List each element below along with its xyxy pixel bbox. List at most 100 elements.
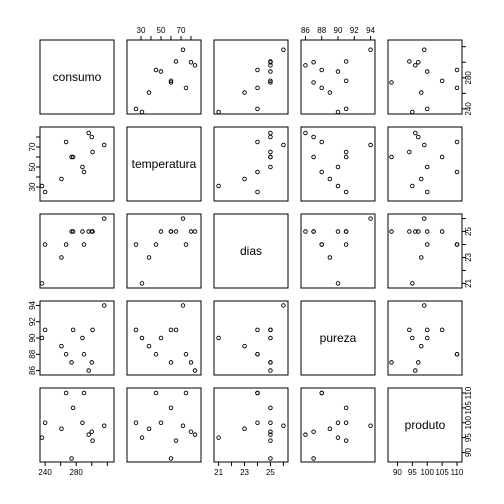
tick-label-right-produto-95: 95 (464, 433, 473, 442)
point-produto-vs-consumo-2 (39, 435, 45, 440)
tick-label-right-produto-90: 90 (464, 448, 473, 457)
tick-label-right-consumo-280: 280 (464, 71, 473, 85)
point-consumo-vs-dias-12 (242, 90, 247, 95)
point-consumo-vs-pureza-11 (335, 69, 341, 74)
point-dias-vs-consumo-12 (59, 255, 64, 260)
point-temperatura-vs-consumo-6 (101, 142, 107, 148)
tick-label-left-pureza-92: 92 (28, 317, 37, 326)
point-produto-vs-dias-5 (268, 438, 273, 443)
point-dias-vs-produto-11 (424, 229, 430, 234)
point-dias-vs-produto-5 (407, 229, 412, 234)
point-pureza-vs-dias-6 (281, 303, 286, 308)
point-pureza-vs-consumo-9 (63, 352, 69, 357)
point-produto-vs-consumo-8 (86, 432, 91, 437)
point-dias-vs-pureza-6 (368, 216, 373, 221)
point-produto-vs-dias-11 (268, 420, 273, 426)
tick-label-top-pureza-88: 88 (317, 26, 326, 35)
point-temperatura-vs-produto-1 (424, 189, 430, 195)
point-consumo-vs-dias-10 (268, 78, 273, 84)
point-produto-vs-temperatura-3 (153, 390, 159, 396)
point-dias-vs-produto-7 (416, 229, 421, 234)
point-pureza-vs-consumo-10 (70, 327, 76, 333)
point-pureza-vs-consumo-3 (81, 352, 87, 357)
panel-dias-vs-produto (387, 213, 463, 289)
point-produto-vs-dias-4 (268, 456, 273, 461)
tick-label-right-dias-23: 23 (464, 252, 473, 261)
point-dias-vs-temperatura-5 (173, 229, 179, 234)
point-temperatura-vs-consumo-9 (63, 139, 69, 145)
point-dias-vs-produto-2 (410, 281, 415, 286)
tick-label-bottom-produto-90: 90 (393, 468, 402, 477)
point-pureza-vs-temperatura-2 (139, 335, 145, 341)
point-consumo-vs-produto-1 (424, 106, 430, 112)
point-dias-vs-pureza-12 (327, 255, 333, 260)
point-consumo-vs-pureza-3 (319, 67, 324, 73)
point-pureza-vs-temperatura-12 (146, 343, 152, 349)
point-produto-vs-pureza-1 (343, 420, 349, 426)
point-consumo-vs-dias-8 (268, 63, 273, 68)
point-dias-vs-pureza-7 (311, 229, 316, 234)
variable-label-dias: dias (240, 244, 262, 258)
point-consumo-vs-dias-6 (281, 47, 286, 53)
point-pureza-vs-consumo-7 (89, 360, 95, 365)
point-dias-vs-pureza-8 (303, 229, 308, 234)
point-produto-vs-consumo-4 (69, 456, 74, 461)
point-consumo-vs-temperatura-2 (139, 109, 145, 115)
point-consumo-vs-pureza-6 (368, 47, 373, 53)
tick-label-bottom-produto-110: 110 (451, 468, 464, 477)
point-pureza-vs-consumo-11 (80, 335, 85, 341)
point-produto-vs-dias-7 (268, 429, 273, 434)
panel-pureza-vs-produto (387, 300, 463, 376)
point-temperatura-vs-consumo-4 (69, 154, 74, 160)
point-temperatura-vs-dias-7 (268, 134, 273, 140)
point-temperatura-vs-consumo-2 (39, 183, 45, 189)
point-temperatura-vs-consumo-12 (59, 176, 64, 182)
point-produto-vs-pureza-6 (368, 423, 373, 428)
tick-label-left-temperatura-50: 50 (28, 162, 37, 171)
point-pureza-vs-produto-1 (424, 327, 430, 333)
point-dias-vs-pureza-2 (335, 281, 341, 286)
point-produto-vs-temperatura-6 (180, 423, 186, 428)
tick-label-right-consumo-240: 240 (464, 102, 473, 116)
tick-label-right-produto-110: 110 (464, 386, 473, 399)
point-dias-vs-produto-8 (413, 229, 418, 234)
variable-label-pureza: pureza (320, 331, 357, 345)
point-consumo-vs-temperatura-1 (133, 106, 139, 112)
point-produto-vs-dias-1 (255, 420, 260, 426)
tick-label-left-pureza-94: 94 (28, 300, 37, 309)
point-temperatura-vs-produto-8 (413, 130, 418, 136)
point-dias-vs-consumo-10 (70, 229, 76, 234)
point-consumo-vs-temperatura-6 (180, 47, 186, 53)
variable-label-produto: produto (405, 418, 446, 432)
point-produto-vs-temperatura-4 (168, 456, 174, 461)
tick-label-left-temperatura-30: 30 (28, 182, 37, 191)
point-pureza-vs-dias-8 (268, 368, 273, 373)
point-pureza-vs-consumo-12 (59, 343, 64, 349)
point-temperatura-vs-pureza-2 (335, 183, 341, 189)
point-temperatura-vs-produto-9 (454, 139, 460, 145)
point-dias-vs-produto-10 (439, 229, 445, 234)
point-consumo-vs-pureza-7 (311, 59, 316, 65)
point-temperatura-vs-produto-5 (407, 149, 412, 155)
point-temperatura-vs-consumo-5 (90, 149, 95, 155)
point-pureza-vs-dias-12 (242, 343, 247, 349)
point-produto-vs-temperatura-10 (168, 405, 174, 411)
panel-temperatura-vs-pureza (300, 126, 376, 202)
point-dias-vs-temperatura-8 (192, 229, 198, 234)
point-pureza-vs-dias-9 (255, 352, 260, 357)
point-pureza-vs-produto-7 (416, 360, 421, 365)
panel-pureza-vs-dias (213, 300, 289, 376)
tick-label-left-pureza-90: 90 (28, 333, 37, 342)
point-consumo-vs-produto-9 (454, 85, 460, 91)
tick-label-top-temperatura-70: 70 (177, 26, 186, 35)
point-dias-vs-temperatura-2 (139, 281, 145, 286)
point-produto-vs-temperatura-1 (133, 420, 139, 426)
point-temperatura-vs-pureza-9 (319, 139, 324, 145)
panel-produto (387, 387, 463, 463)
point-dias-vs-temperatura-1 (133, 242, 139, 247)
point-temperatura-vs-produto-2 (410, 183, 415, 189)
point-pureza-vs-produto-10 (439, 327, 445, 333)
point-temperatura-vs-consumo-1 (42, 189, 48, 195)
point-temperatura-vs-pureza-6 (368, 142, 373, 148)
